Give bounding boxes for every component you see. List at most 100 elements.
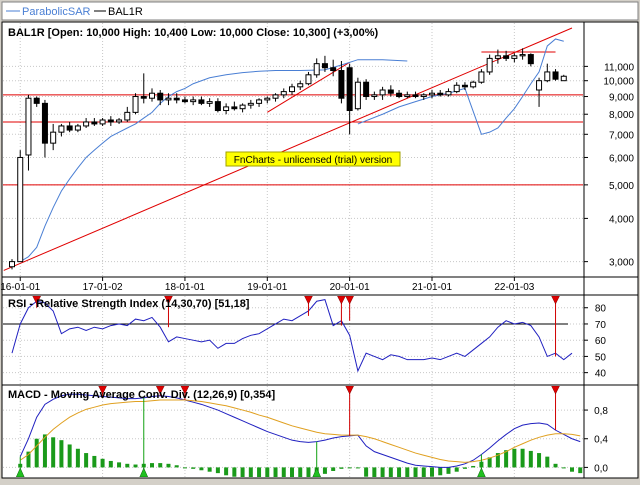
- macd-histogram-bar: [306, 467, 311, 477]
- macd-histogram-bar: [117, 462, 122, 468]
- macd-histogram-bar: [51, 437, 56, 468]
- candle-body: [247, 102, 254, 106]
- candle: [280, 88, 287, 99]
- macd-lines: [19, 393, 581, 468]
- parabolic-sar-line: [19, 38, 564, 263]
- macd-histogram-bar: [100, 458, 105, 468]
- candle: [132, 93, 139, 115]
- date-tick-label: 18-01-01: [165, 282, 205, 293]
- candle: [387, 85, 394, 97]
- macd-histogram-bar: [322, 467, 327, 474]
- macd-histogram-bar: [504, 450, 509, 468]
- legend-label-price: BAL1R: [108, 6, 143, 18]
- candle: [107, 116, 114, 126]
- candle-body: [486, 57, 493, 73]
- macd-histogram-bar: [364, 467, 369, 477]
- candle-body: [338, 70, 345, 99]
- rsi-tick-label: 80: [595, 304, 607, 315]
- macd-histogram-bar: [298, 467, 303, 477]
- macd-histogram-bar: [150, 463, 154, 468]
- price-tick-label: 6,000: [609, 153, 634, 164]
- macd-histogram-bar: [331, 467, 336, 471]
- price-tick-label: 10,000: [603, 77, 634, 88]
- candle-body: [527, 54, 534, 65]
- macd-histogram-bar: [215, 467, 220, 474]
- macd-histogram-bar: [265, 467, 270, 477]
- candle-body: [387, 89, 394, 94]
- candle-body: [503, 55, 510, 59]
- candle: [33, 96, 40, 107]
- candle-body: [58, 125, 65, 133]
- candle-body: [354, 81, 361, 110]
- macd-histogram-bar: [34, 438, 39, 468]
- candle-body: [50, 131, 57, 144]
- candle: [74, 123, 81, 133]
- candle: [198, 96, 205, 106]
- candle-body: [404, 94, 411, 98]
- macd-sell-marker: [180, 386, 190, 395]
- candle-body: [264, 97, 271, 101]
- candle: [305, 71, 312, 86]
- macd-panel-title: MACD - Moving Average Conv. Div. (12,26,…: [8, 389, 275, 401]
- price-panel: 3,000 4,000 5,000 6,000 7,000 8,000 9,000 10,00…: [0, 21, 639, 296]
- candle-body: [91, 121, 98, 125]
- macd-histogram-bar: [570, 467, 574, 472]
- candle: [420, 93, 427, 100]
- candle: [181, 96, 188, 104]
- date-tick-label: 19-01-01: [247, 282, 287, 293]
- macd-histogram-bar: [372, 467, 377, 477]
- candle: [25, 94, 32, 171]
- candle-body: [305, 74, 312, 85]
- candle: [91, 118, 98, 126]
- rsi-series-line: [11, 299, 573, 373]
- candle-body: [165, 97, 172, 101]
- macd-histogram-bar: [430, 467, 434, 477]
- macd-signal-line: [19, 399, 581, 463]
- candle-body: [313, 63, 320, 76]
- candle: [519, 48, 526, 60]
- price-panel-title: BAL1R [Open: 10,000 High: 10,400 Low: 10…: [8, 27, 379, 39]
- macd-histogram-bar: [495, 453, 500, 468]
- candle-body: [429, 92, 435, 96]
- candle: [99, 118, 106, 126]
- macd-line: [19, 393, 581, 468]
- candle: [437, 89, 444, 97]
- candle: [17, 150, 24, 263]
- candle-body: [132, 96, 139, 113]
- candle-body: [66, 125, 73, 131]
- candle: [371, 91, 378, 100]
- candle-body: [83, 121, 90, 127]
- candle-body: [494, 55, 501, 59]
- rsi-sell-marker: [164, 296, 173, 305]
- candle: [289, 83, 295, 95]
- candle: [404, 91, 411, 99]
- macd-histogram-bar: [281, 467, 286, 477]
- candle-body: [181, 99, 188, 103]
- sar-segment: [357, 38, 564, 135]
- date-tick-label: 20-01-01: [330, 282, 370, 293]
- macd-histogram-bar: [158, 463, 163, 468]
- macd-histogram-bar: [191, 467, 196, 469]
- candle-body: [396, 92, 403, 98]
- candle-body: [346, 67, 353, 112]
- macd-histogram-bar: [273, 467, 278, 477]
- candle: [149, 88, 155, 102]
- price-tick-label: 8,000: [609, 110, 634, 121]
- rsi-panel: 40 50 60 70 80 RSI - Relative Strength Index…: [1, 294, 639, 386]
- date-x-ticks: 16-01-01 17-01-02 18-01-01 19-01-01 20-01-01…: [0, 277, 535, 293]
- macd-histogram-bar: [207, 467, 212, 472]
- macd-histogram-bar: [545, 456, 550, 468]
- candle: [256, 98, 263, 107]
- macd-histogram-bar: [454, 467, 459, 472]
- macd-tick-label: 0,0: [594, 463, 608, 474]
- candle-body: [412, 94, 419, 98]
- candle-body: [560, 75, 567, 82]
- macd-axis-area: [583, 384, 639, 479]
- watermark-text: FnCharts - unlicensed (trial) version: [234, 155, 392, 166]
- candle-body: [461, 84, 468, 88]
- candle: [157, 89, 164, 106]
- macd-sell-marker: [551, 386, 560, 395]
- candle: [41, 99, 48, 158]
